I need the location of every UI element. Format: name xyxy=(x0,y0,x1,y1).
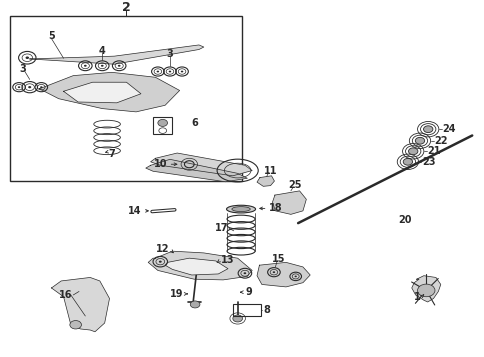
Text: 10: 10 xyxy=(154,159,167,169)
Text: 23: 23 xyxy=(422,157,435,167)
Circle shape xyxy=(414,137,424,144)
Circle shape xyxy=(28,86,31,88)
Text: 5: 5 xyxy=(48,31,55,41)
Circle shape xyxy=(158,261,161,263)
Text: 25: 25 xyxy=(287,180,301,190)
Polygon shape xyxy=(30,45,203,64)
Bar xyxy=(153,117,172,134)
Circle shape xyxy=(423,126,432,132)
Text: 24: 24 xyxy=(442,124,455,134)
Circle shape xyxy=(243,272,246,274)
Text: 7: 7 xyxy=(108,149,115,159)
Bar xyxy=(10,16,242,181)
Polygon shape xyxy=(151,153,252,176)
Circle shape xyxy=(158,119,167,126)
Circle shape xyxy=(101,65,104,67)
Circle shape xyxy=(184,161,194,168)
Circle shape xyxy=(417,284,434,297)
Text: 1: 1 xyxy=(413,292,420,302)
Text: 21: 21 xyxy=(427,146,440,156)
Circle shape xyxy=(156,71,159,72)
Text: 16: 16 xyxy=(59,290,72,300)
Circle shape xyxy=(181,71,183,72)
Polygon shape xyxy=(411,276,440,302)
Circle shape xyxy=(232,315,242,322)
Text: 15: 15 xyxy=(271,254,285,264)
Polygon shape xyxy=(51,277,109,332)
Polygon shape xyxy=(257,262,310,287)
Circle shape xyxy=(408,148,417,155)
Text: 11: 11 xyxy=(263,166,277,176)
Circle shape xyxy=(70,321,81,329)
Circle shape xyxy=(168,71,171,72)
Polygon shape xyxy=(257,176,274,186)
Bar xyxy=(232,304,260,316)
Polygon shape xyxy=(39,72,179,112)
Text: 18: 18 xyxy=(268,203,282,213)
Text: 2: 2 xyxy=(122,1,131,14)
Text: 14: 14 xyxy=(128,206,142,216)
Circle shape xyxy=(294,276,296,277)
Polygon shape xyxy=(63,82,141,103)
Text: 22: 22 xyxy=(434,136,447,146)
Circle shape xyxy=(18,86,20,88)
Circle shape xyxy=(26,56,29,59)
Text: 13: 13 xyxy=(220,255,234,265)
Circle shape xyxy=(272,271,274,273)
Ellipse shape xyxy=(226,205,255,213)
Text: 20: 20 xyxy=(397,215,410,225)
Text: 4: 4 xyxy=(99,46,106,56)
Polygon shape xyxy=(146,159,247,182)
Text: 9: 9 xyxy=(245,287,252,297)
Text: 6: 6 xyxy=(191,119,198,129)
Circle shape xyxy=(190,301,199,308)
Polygon shape xyxy=(148,251,252,280)
Circle shape xyxy=(402,159,412,165)
Text: 17: 17 xyxy=(214,223,227,233)
Text: 12: 12 xyxy=(155,245,168,255)
Circle shape xyxy=(84,65,87,67)
Circle shape xyxy=(118,65,121,67)
Polygon shape xyxy=(272,191,306,214)
Text: 3: 3 xyxy=(19,64,26,74)
Polygon shape xyxy=(165,258,227,275)
Text: 3: 3 xyxy=(166,49,173,59)
Ellipse shape xyxy=(231,207,250,212)
Text: 19: 19 xyxy=(170,289,183,299)
Text: 8: 8 xyxy=(263,305,270,315)
Circle shape xyxy=(40,86,43,88)
